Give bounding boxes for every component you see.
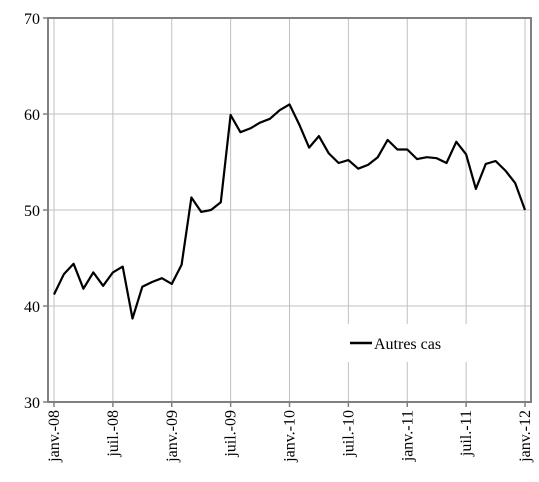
x-tick-label: juil.-09	[223, 410, 240, 458]
legend: Autres cas	[340, 324, 502, 362]
x-tick-label: juil.-08	[105, 410, 122, 458]
x-tick-label: juil.-10	[340, 410, 357, 458]
x-tick-label: juil.-11	[458, 410, 475, 457]
y-tick-label: 30	[24, 395, 40, 412]
y-axis: 30 40 50 60 70	[24, 11, 48, 412]
legend-label-autres-cas: Autres cas	[374, 336, 441, 353]
x-tick-label: janv.-12	[517, 410, 534, 463]
y-tick-label: 70	[24, 11, 40, 28]
x-tick-label: janv.-11	[399, 410, 416, 462]
y-tick-label: 40	[24, 299, 40, 316]
x-tick-label: janv.-09	[164, 410, 181, 463]
series-layer	[53, 103, 527, 320]
y-tick-label: 50	[24, 203, 40, 220]
x-axis: janv.-08 juil.-08 janv.-09 juil.-09 janv.-10…	[46, 402, 534, 463]
x-tick-label: janv.-10	[282, 410, 299, 463]
y-tick-label: 60	[24, 107, 40, 124]
series-line-autres-cas	[53, 103, 527, 320]
x-tick-label: janv.-08	[46, 410, 63, 463]
